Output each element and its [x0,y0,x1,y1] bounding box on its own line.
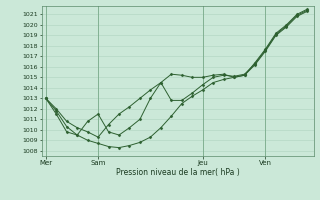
X-axis label: Pression niveau de la mer( hPa ): Pression niveau de la mer( hPa ) [116,168,239,177]
